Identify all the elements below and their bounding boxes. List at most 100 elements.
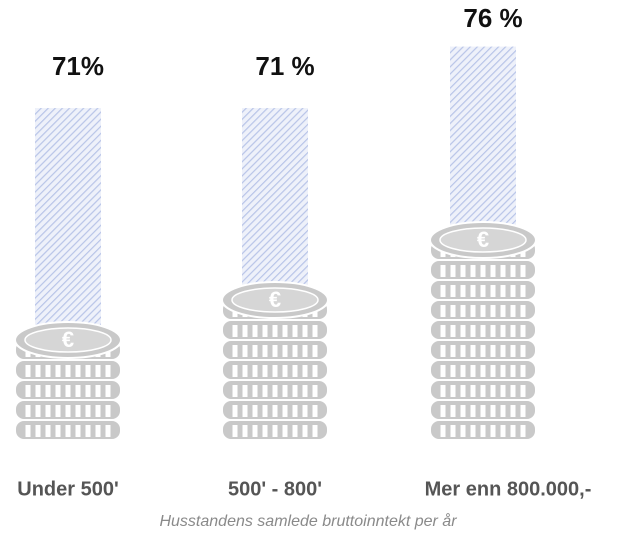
coin-ridge bbox=[510, 265, 516, 277]
coin-ridge bbox=[262, 405, 268, 417]
coin-ridge bbox=[510, 345, 516, 357]
coin-ridge bbox=[65, 385, 71, 397]
coin-ridge bbox=[272, 405, 278, 417]
value-label: 76 % bbox=[463, 3, 522, 33]
coin-ridge bbox=[292, 385, 298, 397]
coin-ridge bbox=[262, 425, 268, 437]
coin-ridge bbox=[262, 325, 268, 337]
coin-ridge bbox=[520, 305, 526, 317]
coin-ridge bbox=[242, 425, 248, 437]
coin-ridge bbox=[312, 425, 318, 437]
coin-ridge bbox=[500, 265, 506, 277]
coin-ridge bbox=[510, 305, 516, 317]
coin-ridge bbox=[470, 365, 476, 377]
coin-ridge bbox=[440, 345, 446, 357]
x-tick-label: Mer enn 800.000,- bbox=[425, 478, 592, 500]
coin-ridge bbox=[95, 385, 101, 397]
coin-ridge bbox=[75, 425, 81, 437]
coin-ridge bbox=[470, 305, 476, 317]
coin-ridge bbox=[520, 325, 526, 337]
coin-ridge bbox=[252, 425, 258, 437]
coin-ridge bbox=[302, 425, 308, 437]
coin-ridge bbox=[470, 405, 476, 417]
coin-ridge bbox=[490, 325, 496, 337]
x-tick-label: 500' - 800' bbox=[228, 478, 322, 500]
coin-ridge bbox=[232, 425, 238, 437]
coin-ridge bbox=[510, 365, 516, 377]
coin-ridge bbox=[25, 365, 31, 377]
coin-ridge bbox=[450, 305, 456, 317]
coin-ridge bbox=[500, 305, 506, 317]
coin-ridge bbox=[520, 365, 526, 377]
coin-ridge bbox=[282, 325, 288, 337]
coin-ridge bbox=[95, 425, 101, 437]
coin-ridge bbox=[292, 365, 298, 377]
coin-ridge bbox=[510, 285, 516, 297]
coin-ridge bbox=[105, 405, 111, 417]
coin-ridge bbox=[85, 405, 91, 417]
coin-ridge bbox=[510, 325, 516, 337]
coin-ridge bbox=[242, 385, 248, 397]
coin-ridge bbox=[302, 365, 308, 377]
coin-ridge bbox=[55, 365, 61, 377]
coin-ridge bbox=[282, 345, 288, 357]
coin-ridge bbox=[450, 265, 456, 277]
coin-ridge bbox=[450, 365, 456, 377]
coin-ridge bbox=[282, 385, 288, 397]
coin-ridge bbox=[470, 345, 476, 357]
coin-ridge bbox=[85, 365, 91, 377]
coin-ridge bbox=[450, 325, 456, 337]
euro-sign: € bbox=[477, 227, 489, 252]
coin-ridge bbox=[520, 265, 526, 277]
coin-ridge bbox=[480, 265, 486, 277]
coin-ridge bbox=[480, 325, 486, 337]
coin-ridge bbox=[490, 425, 496, 437]
coin-ridge bbox=[520, 425, 526, 437]
coin-ridge bbox=[450, 425, 456, 437]
coin-ridge bbox=[302, 325, 308, 337]
coin-top-inner bbox=[439, 227, 527, 253]
coin-ridge bbox=[65, 425, 71, 437]
coin-ridge bbox=[440, 305, 446, 317]
coin-ridge bbox=[460, 305, 466, 317]
coin-ridge bbox=[282, 365, 288, 377]
coin-ridge bbox=[500, 385, 506, 397]
coin-ridge bbox=[440, 425, 446, 437]
coin-ridge bbox=[302, 405, 308, 417]
coin-ridge bbox=[470, 285, 476, 297]
coin-ridge bbox=[490, 405, 496, 417]
coin-ridge bbox=[45, 365, 51, 377]
coin-ridge bbox=[232, 365, 238, 377]
coin-ridge bbox=[242, 325, 248, 337]
coin-ridge bbox=[232, 345, 238, 357]
coin-ridge bbox=[500, 365, 506, 377]
coin-ridge bbox=[105, 365, 111, 377]
value-label: 71 % bbox=[255, 51, 314, 81]
coin-ridge bbox=[490, 285, 496, 297]
coin-ridge bbox=[262, 345, 268, 357]
coin-ridge bbox=[65, 365, 71, 377]
coin-ridge bbox=[272, 385, 278, 397]
coin-ridge bbox=[470, 425, 476, 437]
coin-ridge bbox=[232, 385, 238, 397]
coin-ridge bbox=[242, 365, 248, 377]
coin-ridge bbox=[490, 345, 496, 357]
x-axis-title: Husstandens samlede bruttoinntekt per år bbox=[159, 512, 457, 530]
coin-ridge bbox=[440, 385, 446, 397]
coin-ridge bbox=[95, 405, 101, 417]
coin-stack: € bbox=[14, 321, 122, 441]
coin-ridge bbox=[105, 385, 111, 397]
coin-ridge bbox=[520, 405, 526, 417]
coin-ridge bbox=[262, 385, 268, 397]
coin-ridge bbox=[510, 425, 516, 437]
coin-ridge bbox=[75, 365, 81, 377]
coin-ridge bbox=[520, 285, 526, 297]
coin-ridge bbox=[450, 285, 456, 297]
coin-ridge bbox=[470, 385, 476, 397]
coin-ridge bbox=[440, 265, 446, 277]
coin-ridge bbox=[272, 345, 278, 357]
coin-ridge bbox=[510, 405, 516, 417]
coin-ridge bbox=[85, 425, 91, 437]
coin-ridge bbox=[490, 305, 496, 317]
coin-ridge bbox=[242, 345, 248, 357]
